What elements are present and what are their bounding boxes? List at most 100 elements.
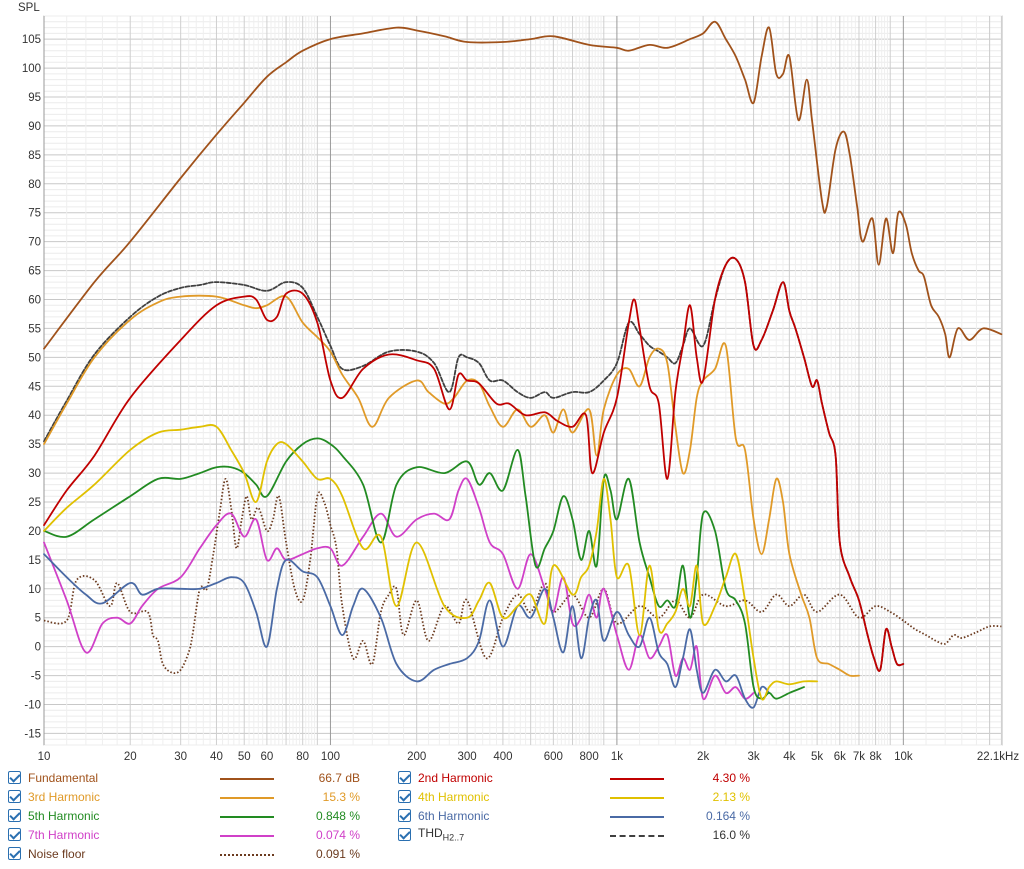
legend-swatch [220,835,274,837]
legend-value: 0.091 % [315,847,360,861]
series-line-noise-floor [43,477,1002,675]
series-line-7th-harmonic [43,477,755,701]
y-tick-label: 80 [28,179,41,191]
legend-swatch [220,797,274,799]
thd-label: THD [418,826,443,840]
y-tick-label: 15 [28,555,41,567]
checkbox-2nd-harmonic[interactable] [398,771,411,784]
y-tick-label: 90 [28,121,41,133]
checkbox-3rd-harmonic[interactable] [8,790,21,803]
thd-subscript: H2..7 [442,832,465,843]
legend-value: 0.848 % [315,809,360,823]
x-tick-label: 300 [458,751,477,763]
x-tick-label: 6k [834,751,846,763]
legend-label: THDH2..7 [418,826,464,842]
checkbox-5th-harmonic[interactable] [8,809,21,822]
x-tick-label: 400 [493,751,512,763]
y-tick-label: 50 [28,352,41,364]
legend-swatch [610,778,664,780]
y-tick-label: 20 [28,526,41,538]
y-tick-label: 100 [22,63,41,75]
legend-swatch [610,797,664,799]
x-tick-label: 5k [811,751,823,763]
x-tick-label: 10 [38,751,51,763]
x-tick-label: 1k [611,751,623,763]
legend-value: 0.074 % [315,828,360,842]
checkbox-noise-floor[interactable] [8,847,21,860]
legend-value: 16.0 % [712,828,750,842]
y-tick-label: 30 [28,468,41,480]
y-tick-label: -10 [24,700,41,712]
x-tick-label: 20 [124,751,137,763]
x-tick-label: 800 [580,751,599,763]
legend-value: 2.13 % [712,790,750,804]
y-tick-label: 75 [28,208,41,220]
series-line-3rd-harmonic [43,294,860,677]
y-tick-label: 25 [28,497,41,509]
legend-label: 4th Harmonic [418,790,490,804]
y-tick-label: 70 [28,237,41,249]
legend-value: 0.164 % [705,809,750,823]
x-tick-label: 30 [174,751,187,763]
grid [43,15,1003,746]
y-tick-label: -15 [24,728,41,740]
legend-value: 66.7 dB [318,771,360,785]
legend-label: 5th Harmonic [28,809,100,823]
y-tick-label: 40 [28,410,41,422]
checkbox-fundamental[interactable] [8,771,21,784]
x-tick-label: 7k [853,751,865,763]
y-tick-label: 60 [28,295,41,307]
y-tick-label: 10 [28,584,41,596]
series-line-5th-harmonic [43,437,805,700]
chart: 1051009590858075706560555045403530252015… [18,2,1020,763]
legend-label: Fundamental [28,771,99,785]
series-line-fundamental [43,20,1003,359]
x-tick-label: 2k [697,751,709,763]
legend-label: 3rd Harmonic [28,790,101,804]
checkbox-7th-harmonic[interactable] [8,828,21,841]
y-tick-label: 5 [35,613,41,625]
y-tick-label: -5 [31,671,41,683]
legend: Fundamental 66.7 dB 3rd Harmonic 15.3 % … [0,768,1024,868]
legend-swatch [610,835,664,837]
series-line-4th-harmonic [43,424,818,701]
legend-label: 6th Harmonic [418,809,490,823]
y-tick-label: 35 [28,439,41,451]
legend-swatch [220,854,274,856]
y-tick-label: 0 [35,642,41,654]
x-tick-label: 3k [747,751,759,763]
legend-label: Noise floor [28,847,86,861]
y-tick-label: 55 [28,323,41,335]
x-tick-label: 10k [894,751,913,763]
x-tick-label: 40 [210,751,223,763]
legend-label: 2nd Harmonic [418,771,493,785]
x-tick-label: 50 [238,751,251,763]
legend-swatch [220,816,274,818]
x-tick-label: 600 [544,751,563,763]
x-tick-label: 100 [321,751,340,763]
x-tick-label: 4k [783,751,795,763]
x-tick-label: 8k [870,751,882,763]
checkbox-4th-harmonic[interactable] [398,790,411,803]
y-axis-label: SPL [18,2,40,14]
series-line-6th-harmonic [43,553,770,709]
x-tick-label: 80 [296,751,309,763]
legend-value: 15.3 % [322,790,360,804]
series-line-2nd-harmonic [43,256,905,672]
y-tick-label: 65 [28,266,41,278]
legend-swatch [220,778,274,780]
x-tick-label: 200 [407,751,426,763]
checkbox-6th-harmonic[interactable] [398,809,411,822]
y-tick-label: 85 [28,150,41,162]
legend-value: 4.30 % [712,771,750,785]
y-tick-label: 105 [22,34,41,46]
checkbox-thd[interactable] [398,828,411,841]
y-tick-label: 45 [28,381,41,393]
x-tick-label: 22.1kHz [977,751,1019,763]
axes-ticks: 1051009590858075706560555045403530252015… [22,34,1020,763]
y-tick-label: 95 [28,92,41,104]
series-area [43,20,1003,709]
legend-swatch [610,816,664,818]
x-tick-label: 60 [261,751,274,763]
legend-label: 7th Harmonic [28,828,100,842]
